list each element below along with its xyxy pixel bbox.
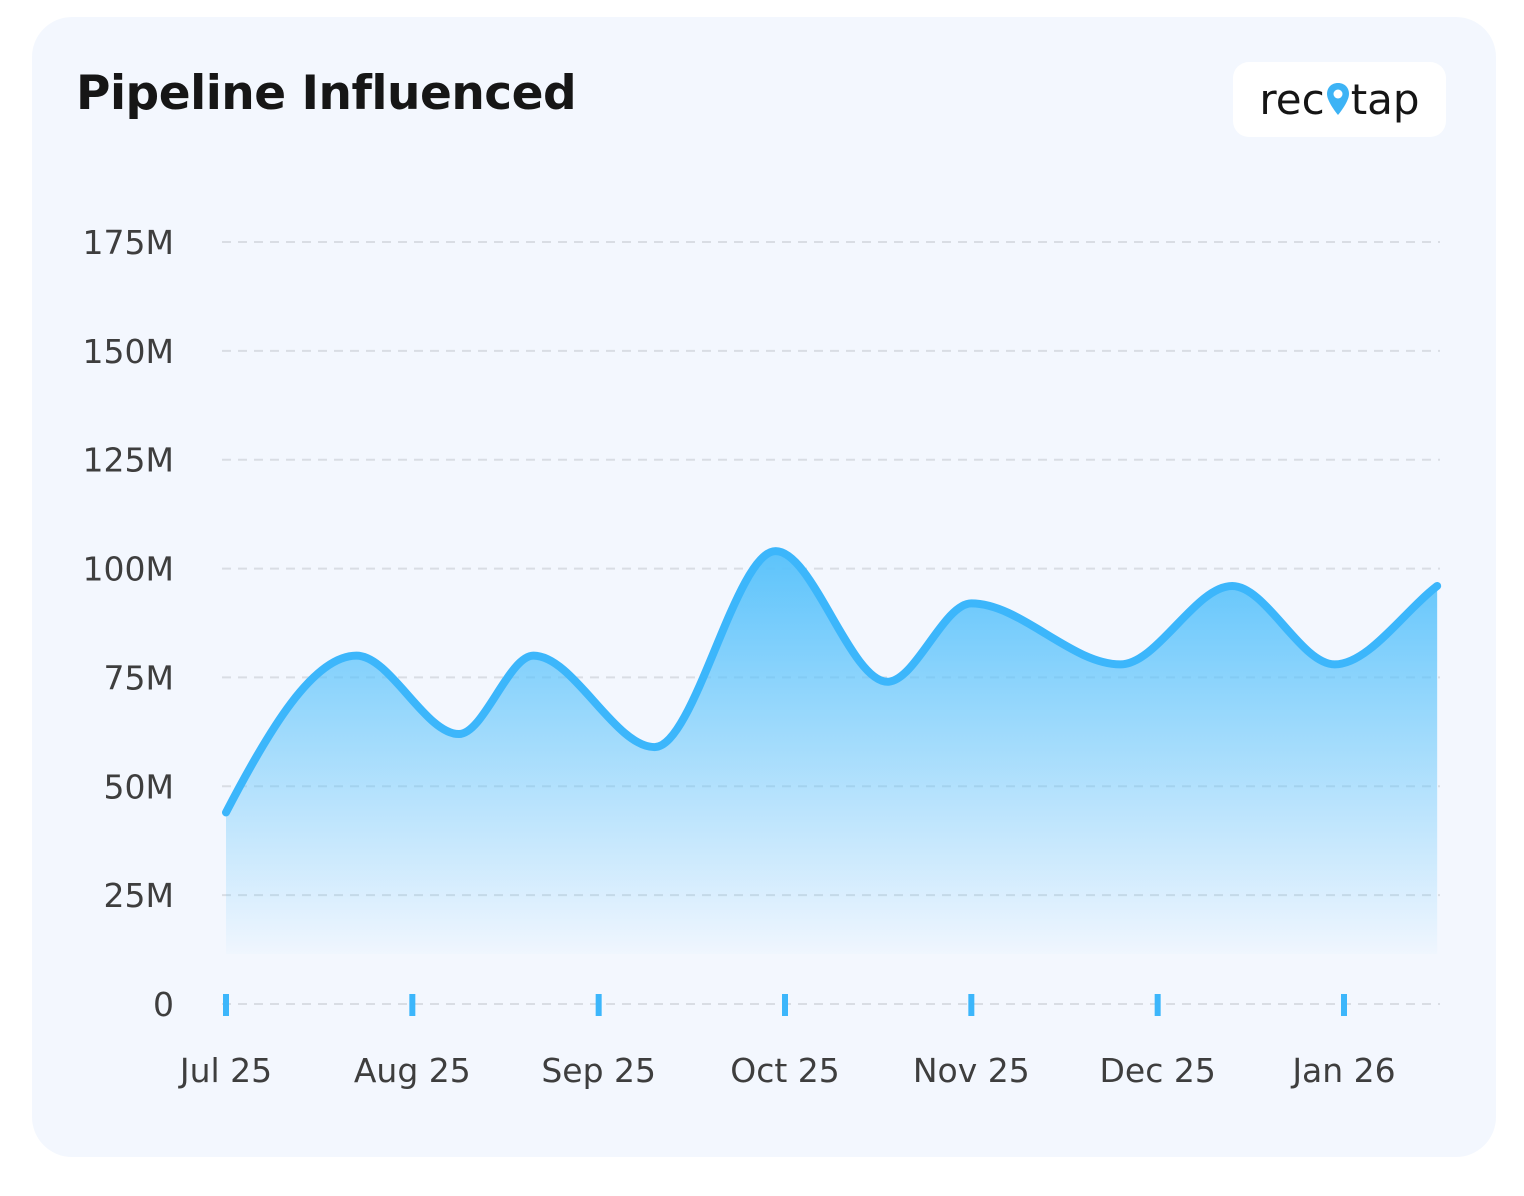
recotap-logo: rec tap	[1233, 62, 1446, 137]
series-line	[222, 547, 1442, 817]
y-axis-labels: 0 25M 50M 75M 100M 125M 150M 175M	[83, 223, 174, 1024]
y-tick-label: 75M	[104, 658, 174, 697]
x-axis-tick-marks	[223, 994, 1347, 1016]
y-tick-label: 125M	[83, 441, 174, 480]
series-area	[226, 551, 1438, 954]
x-tick-label: Sep 25	[541, 1051, 656, 1090]
x-tick-label: Oct 25	[730, 1051, 840, 1090]
x-axis-labels: Jul 25 Aug 25 Sep 25 Oct 25 Nov 25 Dec 25 Jan …	[178, 1051, 1396, 1090]
x-tick-label: Nov 25	[913, 1051, 1030, 1090]
y-tick-label: 25M	[104, 876, 174, 915]
logo-text-start: rec	[1259, 75, 1325, 124]
x-tick-label: Dec 25	[1099, 1051, 1215, 1090]
y-tick-label: 50M	[104, 767, 174, 806]
logo-text-end: tap	[1350, 75, 1420, 124]
x-tick-label: Aug 25	[354, 1051, 471, 1090]
x-tick-label: Jul 25	[178, 1051, 272, 1090]
y-tick-label: 175M	[83, 223, 174, 262]
y-tick-label: 150M	[83, 332, 174, 371]
y-tick-label: 0	[153, 985, 174, 1024]
map-pin-icon	[1326, 82, 1349, 115]
y-tick-label: 100M	[83, 550, 174, 589]
x-tick-label: Jan 26	[1290, 1051, 1395, 1090]
chart-title: Pipeline Influenced	[76, 66, 577, 121]
